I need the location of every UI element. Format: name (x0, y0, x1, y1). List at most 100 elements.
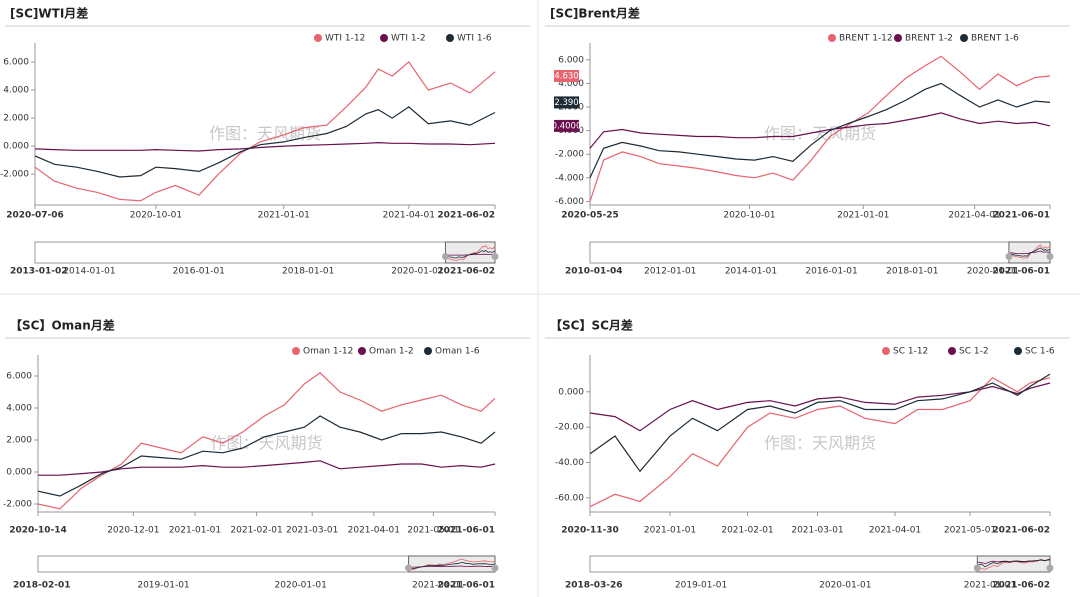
navigator-tick-label: 2021-06-01 (437, 581, 495, 591)
navigator-handle[interactable] (491, 253, 499, 260)
x-tick-label: 2020-10-14 (9, 526, 67, 536)
x-tick-label: 2020-05-25 (561, 211, 619, 221)
y-tick-label: 2.000 (3, 114, 29, 124)
chart-title: 【SC】Oman月差 (10, 318, 115, 333)
y-tick-label: -40.00 (555, 458, 584, 468)
end-label: 4.630 (554, 71, 578, 81)
navigator-handle[interactable] (973, 564, 981, 572)
watermark: 作图：天风期货 (764, 434, 876, 453)
x-tick-label: 2021-04-01 (348, 526, 400, 536)
series-line (589, 376, 1051, 508)
navigator-tick-label: 2020-01-01 (391, 267, 443, 277)
end-label-box (554, 69, 579, 82)
legend-label: BRENT 1-12 (839, 34, 893, 44)
series-line (589, 112, 1051, 149)
series-line (589, 382, 1051, 432)
y-tick-label: 2.000 (6, 436, 32, 446)
x-tick-label: 2021-01-01 (837, 211, 889, 221)
x-tick-label: 2021-05-01 (944, 526, 996, 536)
navigator-tick-label: 2018-03-26 (565, 581, 623, 591)
navigator-handle[interactable] (1046, 564, 1054, 572)
navigator-tick-label: 2021-06-02 (437, 267, 495, 277)
navigator-selection (976, 555, 1051, 573)
legend-marker (446, 34, 454, 42)
end-label: 0.4000 (552, 121, 582, 131)
y-tick-label: 4.000 (3, 86, 29, 96)
navigator-line (408, 561, 496, 570)
x-tick-label: 2020-12-01 (107, 526, 159, 536)
navigator-tick-label: 2020-01-01 (967, 267, 1019, 277)
series-line (589, 82, 1051, 179)
navigator-handle[interactable] (441, 253, 449, 260)
y-tick-label: 6.000 (558, 55, 584, 65)
chart-title: [SC]WTI月差 (10, 6, 88, 21)
x-tick-label: 2021-03-01 (791, 526, 843, 536)
series-line (34, 106, 496, 178)
x-tick-label: 2021-06-02 (992, 526, 1050, 536)
navigator-tick-label: 2021-06-01 (992, 267, 1050, 277)
navigator-tick-label: 2018-01-01 (282, 267, 334, 277)
y-tick-label: 4.000 (558, 79, 584, 89)
legend-label: SC 1-2 (959, 347, 989, 357)
x-tick-label: 2021-01-01 (169, 526, 221, 536)
navigator-frame (34, 241, 496, 264)
navigator-line (1008, 247, 1051, 259)
legend-marker (1014, 347, 1022, 355)
legend-label: SC 1-6 (1025, 347, 1055, 357)
navigator-handle[interactable] (1046, 253, 1054, 260)
legend-label: BRENT 1-2 (905, 34, 953, 44)
series-line (38, 460, 496, 476)
series-line (589, 373, 1051, 473)
legend-label: Oman 1-2 (369, 347, 414, 357)
navigator-tick-label: 2020-01-01 (819, 581, 871, 591)
x-tick-label: 2021-04-01 (948, 211, 1000, 221)
x-tick-label: 2021-01-01 (258, 211, 310, 221)
x-tick-label: 2021-01-01 (644, 526, 696, 536)
end-label: 2.390 (554, 98, 578, 108)
navigator-frame (589, 241, 1051, 264)
chart-title: [SC]Brent月差 (550, 6, 640, 21)
navigator-handle[interactable] (405, 564, 413, 572)
navigator-line (977, 558, 1051, 568)
y-tick-label: -60.00 (555, 493, 584, 503)
navigator-line (445, 244, 496, 261)
legend-label: WTI 1-6 (457, 34, 492, 44)
navigator-tick-label: 2013-01-02 (10, 267, 68, 277)
navigator-handle[interactable] (491, 564, 499, 572)
legend-marker (358, 347, 366, 355)
navigator-tick-label: 2019-01-01 (675, 581, 727, 591)
watermark: 作图：天风期货 (209, 124, 321, 143)
navigator-handle[interactable] (1005, 253, 1013, 260)
watermark: 作图：天风期货 (764, 124, 876, 143)
x-tick-label: 2021-04-01 (869, 526, 921, 536)
navigator-tick-label: 2020-01-01 (275, 581, 327, 591)
y-tick-label: -20.00 (555, 423, 584, 433)
series-line (37, 415, 496, 497)
x-tick-label: 2021-06-01 (437, 526, 495, 536)
legend-label: Oman 1-6 (435, 347, 480, 357)
x-tick-label: 2021-02-01 (721, 526, 773, 536)
navigator-tick-label: 2021-01-01 (412, 581, 464, 591)
navigator-tick-label: 2014-01-01 (725, 267, 777, 277)
series-line (37, 372, 496, 510)
x-tick-label: 2021-06-02 (437, 211, 495, 221)
x-tick-label: 2021-06-01 (992, 211, 1050, 221)
series-line (34, 141, 496, 152)
navigator-line (445, 249, 496, 259)
y-tick-label: 4.000 (6, 404, 32, 414)
legend-marker (960, 34, 968, 42)
navigator-tick-label: 2012-01-01 (644, 267, 696, 277)
navigator-tick-label: 2019-01-01 (137, 581, 189, 591)
chart-title: 【SC】SC月差 (550, 318, 633, 333)
y-tick-label: -6.000 (555, 197, 584, 207)
navigator-tick-label: 2021-06-02 (992, 581, 1050, 591)
legend-label: WTI 1-12 (325, 34, 365, 44)
legend-marker (828, 34, 836, 42)
y-tick-label: -2.000 (0, 170, 29, 180)
y-tick-label: 6.000 (3, 58, 29, 68)
navigator-tick-label: 2010-01-04 (565, 267, 623, 277)
y-tick-label: 0.000 (6, 468, 32, 478)
legend-marker (424, 347, 432, 355)
